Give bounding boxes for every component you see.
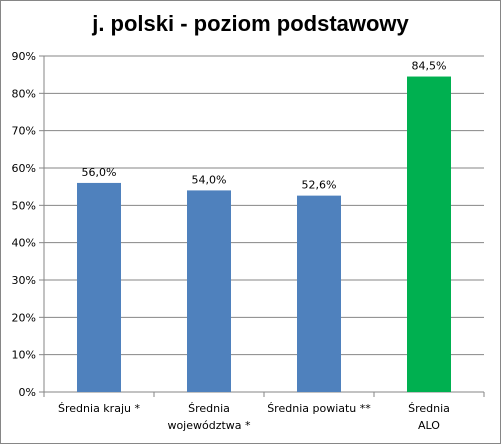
y-tick-label: 50% [12, 199, 36, 212]
bar [77, 182, 121, 392]
bar [187, 190, 231, 392]
y-tick-label: 0% [19, 386, 36, 399]
y-tick-label: 10% [12, 349, 36, 362]
category-label: Średnia [188, 402, 230, 415]
bar [407, 76, 451, 393]
chart-title: j. polski - poziom podstawowy [92, 11, 409, 36]
category-label: Średnia kraju * [58, 402, 140, 415]
y-tick-label: 90% [12, 50, 36, 63]
y-tick-label: 80% [12, 87, 36, 100]
y-tick-label: 20% [12, 311, 36, 324]
data-label: 54,0% [192, 173, 227, 186]
y-tick-label: 30% [12, 274, 36, 287]
category-label: województwa * [167, 419, 251, 432]
y-tick-label: 70% [12, 125, 36, 138]
category-label: Średnia powiatu ** [267, 402, 371, 415]
data-label: 84,5% [412, 60, 447, 73]
category-label: ALO [418, 419, 440, 432]
bar [297, 195, 341, 392]
category-label: Średnia [408, 402, 450, 415]
y-tick-label: 60% [12, 162, 36, 175]
data-label: 52,6% [302, 179, 337, 192]
y-tick-label: 40% [12, 237, 36, 250]
data-label: 56,0% [82, 166, 117, 179]
